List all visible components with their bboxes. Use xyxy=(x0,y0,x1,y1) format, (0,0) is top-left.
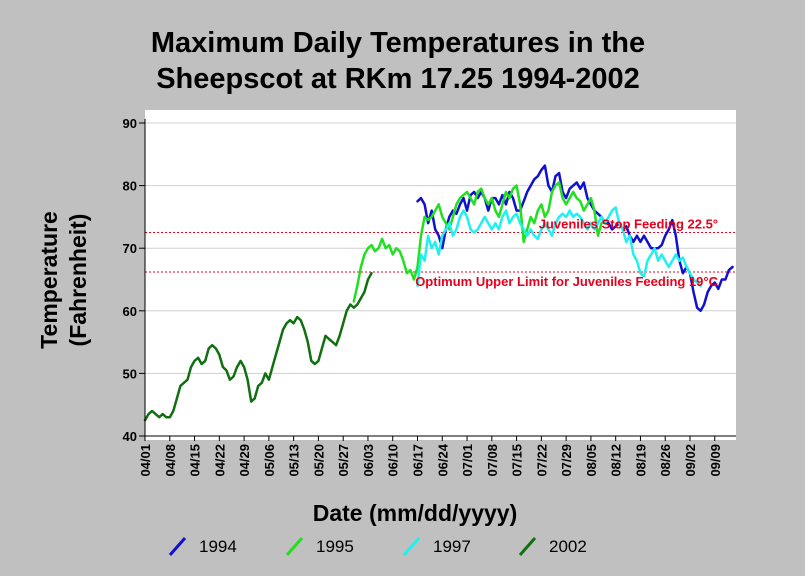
x-tick-label: 07/01 xyxy=(460,444,475,477)
x-tick-label: 04/22 xyxy=(212,444,227,477)
x-tick-label: 06/17 xyxy=(410,444,425,477)
y-tick-label: 50 xyxy=(123,366,137,381)
x-tick-label: 07/08 xyxy=(485,444,500,477)
x-tick-label: 07/22 xyxy=(534,444,549,477)
x-tick-label: 09/02 xyxy=(683,444,698,477)
y-tick-label: 40 xyxy=(123,429,137,444)
x-tick-label: 04/15 xyxy=(188,444,203,477)
x-tick-labels: 04/01 04/08 04/15 04/22 04/29 05/06 05/13 05/20… xyxy=(138,443,723,476)
reference-label: Optimum Upper Limit for Juveniles Feedin… xyxy=(415,274,718,289)
x-tick-label: 08/19 xyxy=(633,444,648,477)
chart-subtitle: Sheepscot at RKm 17.25 1994-2002 xyxy=(156,63,640,95)
legend-label: 1995 xyxy=(316,537,354,556)
y-tick-label: 80 xyxy=(123,179,137,194)
x-tick-label: 06/03 xyxy=(361,444,376,477)
x-tick-label: 07/15 xyxy=(510,444,525,477)
legend-swatch xyxy=(404,538,419,555)
chart-canvas: Maximum Daily Temperatures in the Sheeps… xyxy=(0,0,805,576)
x-tick-label: 05/20 xyxy=(311,444,326,477)
y-tick-label: 90 xyxy=(123,116,137,131)
x-tick-label: 04/01 xyxy=(138,444,153,477)
legend-label: 2002 xyxy=(549,537,587,556)
legend-swatch xyxy=(520,538,535,555)
x-tick-label: 06/10 xyxy=(386,444,401,477)
x-tick-label: 05/13 xyxy=(287,444,302,477)
legend-label: 1997 xyxy=(433,537,471,556)
y-tick-label: 60 xyxy=(123,304,137,319)
x-tick-label: 05/06 xyxy=(262,444,277,477)
legend-swatch xyxy=(287,538,302,555)
x-tick-label: 04/08 xyxy=(163,444,178,477)
legend-label: 1994 xyxy=(199,537,237,556)
y-axis-unit: (Fahrenheit) xyxy=(65,214,91,347)
reference-label: Juveniles Stop Feeding 22.5° xyxy=(539,217,718,232)
legend: 1994 1995 1997 2002 xyxy=(170,537,587,556)
y-axis-title: Temperature xyxy=(36,211,62,349)
x-tick-label: 08/26 xyxy=(658,444,673,477)
x-tick-label: 07/29 xyxy=(559,444,574,477)
legend-swatch xyxy=(170,538,185,555)
x-tick-label: 04/29 xyxy=(237,444,252,477)
x-tick-label: 06/24 xyxy=(435,443,450,476)
chart-title: Maximum Daily Temperatures in the xyxy=(151,27,645,59)
x-tick-label: 08/12 xyxy=(609,444,624,477)
x-axis-title: Date (mm/dd/yyyy) xyxy=(313,500,518,526)
y-tick-label: 70 xyxy=(123,241,137,256)
x-tick-label: 05/27 xyxy=(336,444,351,477)
y-tick-labels: 40 50 60 70 80 90 xyxy=(123,116,137,444)
x-tick-label: 08/05 xyxy=(584,444,599,477)
x-tick-label: 09/09 xyxy=(708,444,723,477)
